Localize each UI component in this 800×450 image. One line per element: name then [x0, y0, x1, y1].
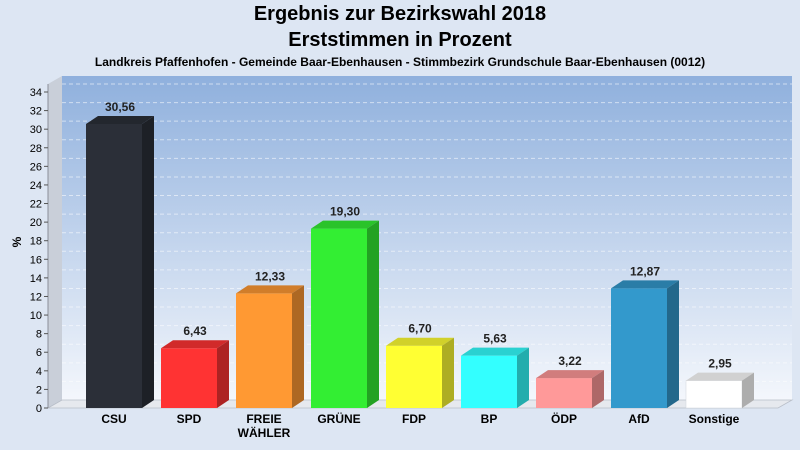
bar-spd: 6,43	[161, 324, 229, 408]
bar-side	[292, 285, 304, 408]
bar-top	[386, 337, 454, 346]
x-tick-label: ÖDP	[551, 411, 577, 426]
bar-front	[311, 228, 367, 408]
y-tick-label: 32	[30, 106, 42, 118]
chart-title: Ergebnis zur Bezirkswahl 2018	[253, 3, 547, 25]
bar-side	[517, 347, 529, 408]
x-tick-label: GRÜNE	[317, 411, 360, 426]
data-label: 12,87	[630, 264, 660, 278]
bar-front	[461, 355, 517, 408]
x-tick-label: Sonstige	[689, 412, 740, 426]
bar-front	[86, 123, 142, 408]
x-tick-label: FDP	[402, 412, 426, 426]
bar-side	[667, 280, 679, 408]
bar-side	[217, 340, 229, 408]
chart-caption: Landkreis Pfaffenhofen - Gemeinde Baar-E…	[94, 55, 706, 69]
y-axis-label: %	[10, 236, 24, 247]
y-tick-label: 12	[30, 291, 42, 303]
x-tick-label: SPD	[177, 412, 202, 426]
y-tick-label: 6	[36, 347, 42, 359]
x-tick-label: CSU	[101, 412, 126, 426]
y-tick-label: 8	[36, 329, 42, 341]
data-label: 19,30	[330, 205, 360, 219]
bar-freie-wähler: 12,33	[236, 269, 304, 408]
bar-side	[367, 220, 379, 408]
data-label: 12,33	[255, 269, 285, 283]
y-tick-label: 14	[30, 273, 42, 285]
y-tick-label: 4	[36, 366, 42, 378]
y-tick-label: 30	[30, 124, 42, 136]
x-tick-label: FREIE	[246, 412, 281, 426]
bar-front	[685, 380, 743, 409]
bar-top	[311, 220, 379, 229]
y-tick-label: 0	[36, 403, 42, 415]
bar-top	[536, 370, 604, 379]
bar-bp: 5,63	[461, 332, 529, 408]
bar-front	[161, 348, 217, 408]
bar-side	[742, 372, 754, 408]
bar-side	[142, 115, 154, 408]
bar-top	[86, 115, 154, 124]
y-tick-label: 34	[30, 87, 42, 99]
grid-lines	[62, 83, 792, 382]
bar-top	[686, 372, 754, 381]
plot-side-wall	[48, 76, 62, 408]
bar-side	[442, 337, 454, 408]
chart-subtitle: Erststimmen in Prozent	[288, 29, 512, 51]
bar-top	[236, 285, 304, 294]
x-tick-label: WÄHLER	[238, 425, 291, 440]
bar-fdp: 6,70	[386, 322, 454, 408]
bar-ödp: 3,22	[536, 354, 604, 408]
bar-front	[386, 345, 442, 408]
y-tick-label: 20	[30, 217, 42, 229]
bar-top	[461, 347, 529, 356]
y-tick-label: 2	[36, 384, 42, 396]
bar-top	[161, 340, 229, 349]
data-label: 6,70	[408, 322, 432, 336]
y-tick-label: 24	[30, 180, 42, 192]
y-tick-label: 26	[30, 161, 42, 173]
x-tick-label: BP	[481, 412, 498, 426]
bar-afd: 12,87	[611, 264, 679, 408]
bars: 30,56 6,43 12,33 19,30 6,70 5,63 3,22 12,87 2,95	[86, 100, 754, 409]
y-tick-label: 22	[30, 199, 42, 211]
bar-sonstige: 2,95	[685, 357, 754, 409]
data-label: 2,95	[708, 357, 732, 371]
y-tick-label: 18	[30, 236, 42, 248]
bar-front	[536, 378, 592, 408]
y-tick-label: 10	[30, 310, 42, 322]
bar-grüne: 19,30	[311, 205, 379, 408]
y-tick-label: 16	[30, 254, 42, 266]
bar-front	[611, 288, 667, 408]
bar-side	[592, 370, 604, 408]
x-tick-label: AfD	[628, 412, 650, 426]
data-label: 30,56	[105, 100, 135, 114]
bar-csu: 30,56	[86, 100, 154, 408]
data-label: 3,22	[558, 354, 582, 368]
data-label: 5,63	[483, 332, 507, 346]
y-tick-label: 28	[30, 143, 42, 155]
bar-front	[236, 293, 292, 408]
bar-top	[611, 280, 679, 289]
data-label: 6,43	[183, 324, 207, 338]
